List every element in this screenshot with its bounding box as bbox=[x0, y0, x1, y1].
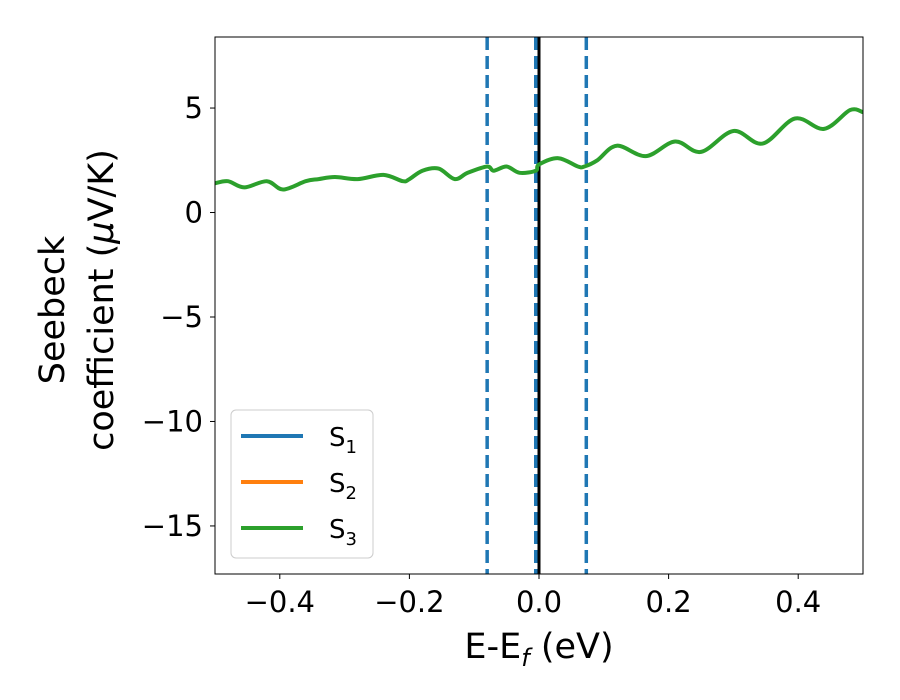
legend-label-subscript: 2 bbox=[346, 483, 357, 504]
y-axis-label-line1: Seebeck bbox=[33, 235, 73, 384]
x-tick-label: −0.2 bbox=[374, 585, 444, 619]
y-tick-label: −10 bbox=[142, 404, 203, 438]
plot-layer bbox=[214, 37, 864, 574]
y-tick-label: −15 bbox=[142, 509, 203, 543]
y-tick-label: 0 bbox=[185, 196, 203, 230]
x-tick-label: 0.4 bbox=[775, 585, 821, 619]
x-tick-label: 0.2 bbox=[646, 585, 692, 619]
y-axis-label-mu: μ bbox=[82, 221, 122, 244]
y-tick-label: −5 bbox=[160, 300, 203, 334]
y-axis-label-line2: coefficient (μV/K) bbox=[82, 149, 122, 451]
x-axis-label: E-Ef (eV) bbox=[464, 627, 613, 672]
axis-layer: −0.4 −0.2 0.0 0.2 0.4 5 0 −5 −10 −15 bbox=[142, 91, 821, 619]
legend-label-subscript: 1 bbox=[346, 437, 357, 458]
x-tick-label: 0.0 bbox=[516, 585, 562, 619]
x-tick-label: −0.4 bbox=[245, 585, 315, 619]
x-axis-label-unit: (eV) bbox=[530, 627, 614, 667]
legend-label-subscript: 3 bbox=[346, 529, 357, 550]
y-tick-label: 5 bbox=[185, 91, 203, 125]
series-line-S3 bbox=[214, 107, 864, 192]
